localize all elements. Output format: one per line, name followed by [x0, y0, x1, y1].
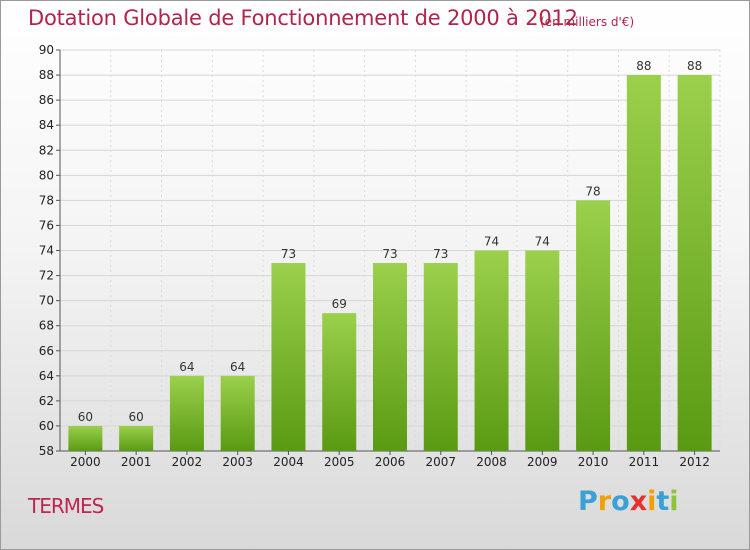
value-label: 60	[78, 410, 93, 424]
x-tick-label: 2002	[172, 455, 203, 469]
value-label: 64	[179, 360, 194, 374]
value-label: 64	[230, 360, 245, 374]
bar	[373, 263, 407, 451]
y-tick-label: 78	[39, 193, 54, 207]
logo-letter: i	[669, 486, 679, 517]
bar	[576, 200, 611, 451]
x-tick-label: 2004	[273, 455, 304, 469]
bar	[423, 263, 458, 451]
x-tick-label: 2005	[324, 455, 355, 469]
y-tick-label: 80	[39, 168, 54, 182]
bar	[119, 425, 154, 451]
value-label: 69	[332, 297, 347, 311]
bar	[169, 375, 204, 451]
y-tick-label: 62	[39, 394, 54, 408]
bar	[271, 263, 306, 451]
y-tick-label: 76	[39, 218, 54, 232]
y-tick-label: 72	[39, 269, 54, 283]
value-label: 88	[687, 59, 702, 73]
value-label: 73	[433, 247, 448, 261]
bar	[220, 375, 255, 451]
x-tick-label: 2006	[375, 455, 406, 469]
bar	[525, 250, 560, 451]
bar	[626, 75, 661, 451]
bar	[322, 313, 357, 451]
value-label: 74	[535, 235, 550, 249]
x-tick-label: 2011	[629, 455, 660, 469]
bars	[68, 75, 712, 451]
value-label: 73	[382, 247, 397, 261]
x-tick-label: 2010	[578, 455, 609, 469]
y-tick-label: 74	[39, 244, 54, 258]
bar	[474, 250, 509, 451]
bar	[677, 75, 712, 451]
x-tick-label: 2009	[527, 455, 558, 469]
x-tick-label: 2000	[70, 455, 101, 469]
x-tick-label: 2012	[679, 455, 710, 469]
value-label: 74	[484, 235, 499, 249]
y-tick-label: 88	[39, 68, 54, 82]
value-label: 60	[129, 410, 144, 424]
y-tick-label: 58	[39, 444, 54, 458]
y-tick-label: 60	[39, 419, 54, 433]
labels: 58 60 62 64 66 68 70 72 74 76 78 80 82 84 86 88 90 60 2000…	[39, 43, 710, 469]
logo-letter: P	[578, 486, 598, 517]
y-tick-label: 90	[39, 43, 54, 57]
value-label: 78	[585, 184, 600, 198]
x-tick-label: 2001	[121, 455, 152, 469]
value-label: 73	[281, 247, 296, 261]
y-tick-label: 70	[39, 294, 54, 308]
logo-letter: o	[611, 486, 630, 517]
logo-letter: x	[629, 486, 648, 517]
y-tick-label: 82	[39, 143, 54, 157]
y-tick-label: 64	[39, 369, 54, 383]
y-tick-label: 66	[39, 344, 54, 358]
bar	[68, 425, 103, 451]
chart-unit: (en milliers d'€)	[540, 15, 635, 29]
logo-letter: r	[597, 486, 612, 517]
proxiti-logo[interactable]: Proxiti	[578, 486, 679, 517]
x-tick-label: 2003	[222, 455, 253, 469]
x-tick-label: 2008	[476, 455, 507, 469]
y-tick-label: 84	[39, 118, 54, 132]
logo-letter: i	[647, 486, 657, 517]
x-tick-label: 2007	[425, 455, 456, 469]
value-label: 88	[636, 59, 651, 73]
y-tick-label: 68	[39, 319, 54, 333]
chart-title: Dotation Globale de Fonctionnement de 20…	[28, 6, 578, 30]
logo-letter: t	[656, 486, 670, 517]
y-tick-label: 86	[39, 93, 54, 107]
commune-name: TERMES	[28, 494, 104, 518]
